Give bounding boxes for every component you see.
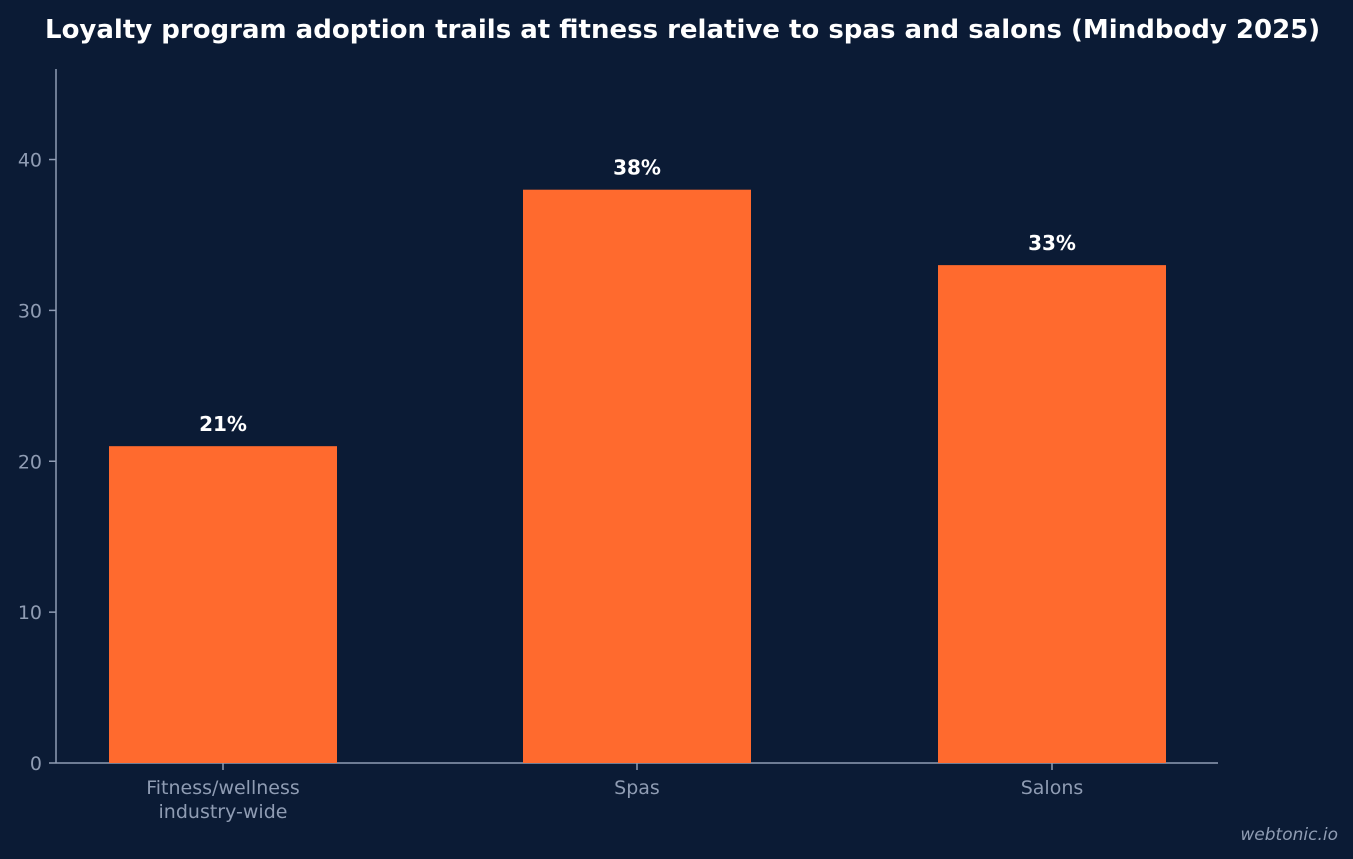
x-tick-label: Spas xyxy=(614,777,660,799)
bar xyxy=(523,189,751,763)
data-label: 33% xyxy=(1028,231,1076,255)
y-tick-label: 40 xyxy=(18,150,42,172)
y-tick-label: 30 xyxy=(18,300,42,322)
bars: 21% 38% 33% xyxy=(109,156,1166,763)
x-tick-label-line: Spas xyxy=(614,777,660,799)
y-axis-ticks: 0 10 20 30 40 xyxy=(18,150,56,775)
y-tick-label: 10 xyxy=(18,602,42,624)
x-tick-label: Fitness/wellness industry-wide xyxy=(146,777,300,823)
watermark: webtonic.io xyxy=(1240,825,1338,845)
bar xyxy=(109,446,337,763)
bar xyxy=(938,265,1166,763)
x-tick-label-line: industry-wide xyxy=(159,801,288,823)
data-label: 21% xyxy=(199,412,247,436)
y-tick-label: 0 xyxy=(30,753,42,775)
y-tick-label: 20 xyxy=(18,451,42,473)
data-label: 38% xyxy=(613,156,661,180)
x-tick-label: Salons xyxy=(1021,777,1084,799)
x-axis-ticks: Fitness/wellness industry-wide Spas Salons xyxy=(146,763,1083,823)
x-tick-label-line: Salons xyxy=(1021,777,1084,799)
x-tick-label-line: Fitness/wellness xyxy=(146,777,300,799)
chart-title: Loyalty program adoption trails at fitne… xyxy=(45,15,1320,45)
